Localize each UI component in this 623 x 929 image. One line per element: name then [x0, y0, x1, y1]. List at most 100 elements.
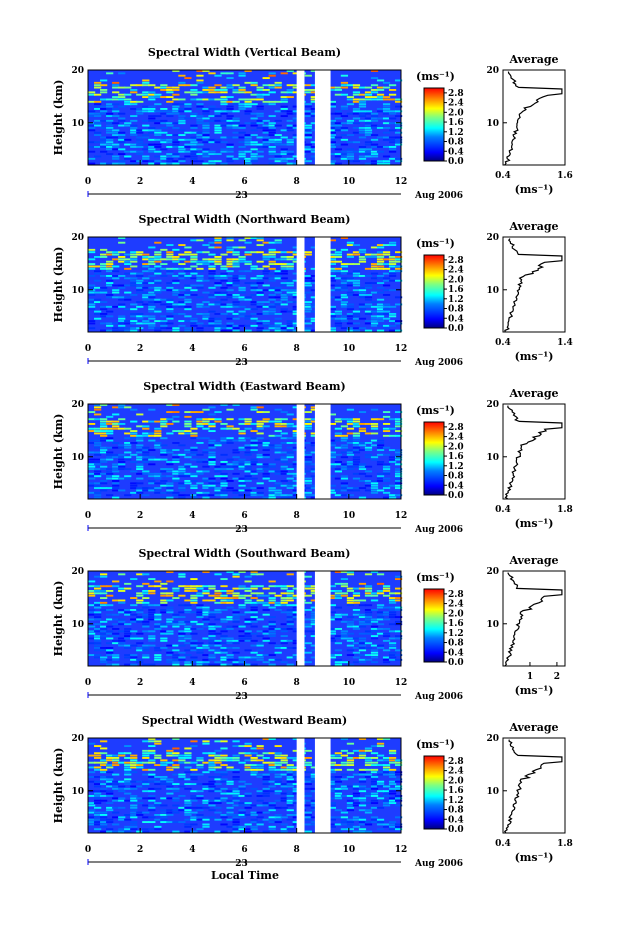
heatmap-cell	[112, 470, 120, 473]
heatmap-cell	[232, 275, 240, 277]
heatmap-cell	[208, 322, 216, 325]
heatmap-cell	[394, 780, 403, 783]
heatmap-cell	[376, 745, 385, 748]
heatmap-cell	[142, 663, 150, 666]
heatmap-cell	[364, 761, 373, 764]
heatmap-cell	[262, 146, 270, 148]
heatmap-cell	[94, 761, 102, 764]
heatmap-cell	[352, 804, 361, 807]
heatmap-cell	[118, 444, 126, 447]
heatmap-cell	[202, 122, 210, 125]
heatmap-cell	[286, 802, 294, 805]
heatmap-cell	[394, 296, 403, 299]
heatmap-cell	[286, 783, 294, 786]
heatmap-cell	[346, 463, 355, 466]
heatmap-cell	[196, 411, 204, 414]
heatmap-cell	[136, 315, 144, 318]
heatmap-cell	[346, 322, 355, 325]
heatmap-cell	[154, 613, 162, 616]
heatmap-cell	[268, 489, 276, 492]
heatmap-cell	[118, 327, 126, 330]
heatmap-cell	[274, 783, 282, 786]
heatmap-cell	[154, 487, 162, 490]
heatmap-cell	[136, 468, 144, 471]
heatmap-cell	[274, 84, 282, 87]
heatmap-cell	[100, 649, 108, 652]
heatmap-cell	[226, 122, 234, 125]
heatmap-cell	[238, 761, 246, 764]
heatmap-cell	[100, 437, 108, 440]
heatmap-cell	[376, 489, 385, 492]
heatmap-cell	[292, 611, 300, 614]
heatmap-cell	[88, 618, 96, 621]
heatmap-cell	[340, 138, 349, 141]
heatmap-cell	[226, 296, 234, 299]
heatmap-cell	[220, 404, 228, 406]
heatmap-cell	[286, 84, 294, 87]
heatmap-cell	[310, 802, 318, 805]
heatmap-cell	[184, 425, 192, 428]
heatmap-cell	[256, 303, 264, 306]
heatmap-cell	[346, 329, 355, 332]
colorbar-tick-label: 2.0	[448, 108, 464, 118]
heatmap-cell	[328, 656, 336, 659]
heatmap-cell	[232, 265, 240, 268]
heatmap-cell	[208, 277, 216, 280]
heatmap-cell	[256, 470, 264, 473]
heatmap-cell	[256, 776, 264, 778]
heatmap-cell	[106, 324, 114, 327]
heatmap-cell	[124, 93, 132, 96]
heatmap-cell	[256, 406, 264, 409]
heatmap-cell	[340, 661, 349, 664]
heatmap-cell	[232, 797, 240, 800]
heatmap-cell	[358, 809, 367, 812]
heatmap-cell	[340, 773, 349, 776]
heatmap-cell	[238, 752, 246, 755]
heatmap-cell	[190, 322, 198, 325]
heatmap-cell	[214, 802, 222, 805]
heatmap-cell	[280, 143, 288, 146]
heatmap-cell	[148, 286, 156, 289]
heatmap-cell	[376, 780, 385, 783]
heatmap-cell	[364, 642, 373, 645]
heatmap-cell	[220, 472, 228, 475]
heatmap-cell	[166, 110, 174, 113]
heatmap-cell	[172, 494, 180, 497]
heatmap-cell	[370, 630, 379, 633]
heatmap-cell	[328, 100, 336, 103]
heatmap-cell	[208, 265, 216, 268]
heatmap-cell	[358, 639, 367, 642]
heatmap-cell	[388, 320, 397, 323]
heatmap-cell	[280, 456, 288, 459]
heatmap-cell	[262, 258, 270, 261]
heatmap-cell	[142, 282, 150, 285]
heatmap-cell	[220, 100, 228, 103]
heatmap-cell	[220, 663, 228, 666]
heatmap-cell	[382, 430, 391, 433]
heatmap-cell	[328, 783, 336, 786]
heatmap-cell	[112, 656, 120, 659]
heatmap-cell	[166, 244, 174, 247]
heatmap-cell	[184, 315, 192, 318]
heatmap-cell	[304, 575, 312, 578]
heatmap-cell	[118, 787, 126, 790]
heatmap-cell	[310, 773, 318, 776]
heatmap-cell	[154, 86, 162, 89]
heatmap-cell	[106, 458, 114, 461]
heatmap-cell	[256, 453, 264, 456]
heatmap-cell	[142, 761, 150, 764]
heatmap-cell	[244, 315, 252, 318]
heatmap-cell	[358, 587, 367, 590]
heatmap-cell	[352, 599, 361, 602]
heatmap-cell	[244, 477, 252, 480]
heatmap-cell	[118, 423, 126, 425]
heatmap-cell	[382, 738, 391, 740]
heatmap-cell	[172, 747, 180, 750]
heatmap-cell	[94, 630, 102, 633]
heatmap-cell	[190, 472, 198, 475]
heatmap-cell	[148, 475, 156, 478]
heatmap-cell	[268, 616, 276, 619]
heatmap-cell	[142, 472, 150, 475]
heatmap-cell	[136, 322, 144, 325]
heatmap-cell	[370, 143, 379, 146]
